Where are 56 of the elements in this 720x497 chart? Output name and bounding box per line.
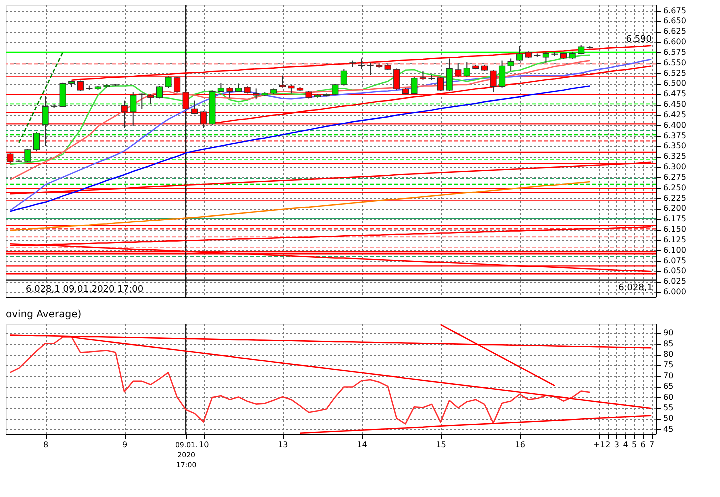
- y-tick-label: 6.625: [664, 27, 686, 36]
- x-tick-label: 6: [640, 440, 646, 450]
- ref-line-label: 6.028,1: [618, 283, 653, 294]
- x-tick-label: 15: [436, 440, 446, 450]
- y-tick-label: 6.325: [664, 152, 686, 162]
- y-tick-label: 6.025: [664, 277, 686, 286]
- y-tick-label: 6.525: [664, 68, 686, 78]
- y-tick-label: 55: [664, 403, 674, 412]
- x-tick-label: 8: [43, 440, 49, 450]
- x-tick-label: 14: [357, 440, 368, 450]
- y-tick-label: 6.200: [664, 204, 686, 214]
- y-tick-label: 65: [664, 382, 674, 392]
- y-tick-label: 45: [664, 424, 674, 434]
- y-tick-label: 6.650: [664, 16, 686, 26]
- x-tick-label: 16: [515, 440, 526, 450]
- y-tick-label: 6.250: [664, 183, 686, 192]
- y-tick-label: 6.675: [664, 6, 686, 16]
- x-tick-label: 5: [632, 440, 638, 450]
- y-tick-label: 6.175: [664, 214, 686, 224]
- y-tick-label: 6.350: [664, 142, 686, 151]
- y-tick-label: 6.550: [664, 58, 686, 68]
- annotation: 6.590: [626, 35, 652, 46]
- y-tick-label: 50: [664, 414, 674, 424]
- y-tick-label: 90: [664, 328, 674, 338]
- chart-title: oving Average): [6, 310, 82, 320]
- x-tick-label: 3: [614, 440, 620, 450]
- y-tick-label: 6.125: [664, 235, 686, 244]
- x-tick-label: 10: [199, 440, 210, 450]
- x-tick-label: 4: [623, 440, 628, 450]
- y-tick-label: 6.225: [664, 194, 686, 203]
- y-tick-label: 80: [664, 350, 674, 360]
- y-tick-label: 6.450: [664, 100, 686, 110]
- y-tick-label: 75: [664, 360, 674, 370]
- y-tick-label: 6.600: [664, 38, 686, 47]
- y-tick-label: 6.375: [664, 131, 686, 140]
- y-tick-label: 70: [664, 371, 674, 380]
- y-tick-label: 6.100: [664, 246, 686, 255]
- x-tick-label: 7: [650, 440, 655, 450]
- x-tick-label: 2: [606, 440, 611, 450]
- y-tick-label: 6.425: [664, 110, 686, 120]
- y-tick-label: 6.000: [664, 288, 686, 296]
- y-tick-label: 6.075: [664, 256, 686, 266]
- annotation: 6.028,1 09.01.2020 17:00: [26, 285, 144, 295]
- y-tick-label: 6.400: [664, 120, 686, 130]
- y-tick-label: 60: [664, 392, 674, 402]
- y-tick-label: 6.300: [664, 162, 686, 172]
- x-tick-label: +1: [594, 440, 606, 450]
- y-tick-label: 6.150: [664, 225, 686, 234]
- y-tick-label: 6.275: [664, 172, 686, 182]
- y-tick-label: 6.500: [664, 79, 686, 88]
- y-tick-label: 6.475: [664, 90, 686, 99]
- x-tick-label: 9: [122, 440, 128, 450]
- y-tick-label: 85: [664, 339, 674, 348]
- y-tick-label: 6.575: [664, 48, 686, 57]
- x-tick-label: 13: [278, 440, 288, 450]
- y-tick-label: 6.050: [664, 266, 686, 276]
